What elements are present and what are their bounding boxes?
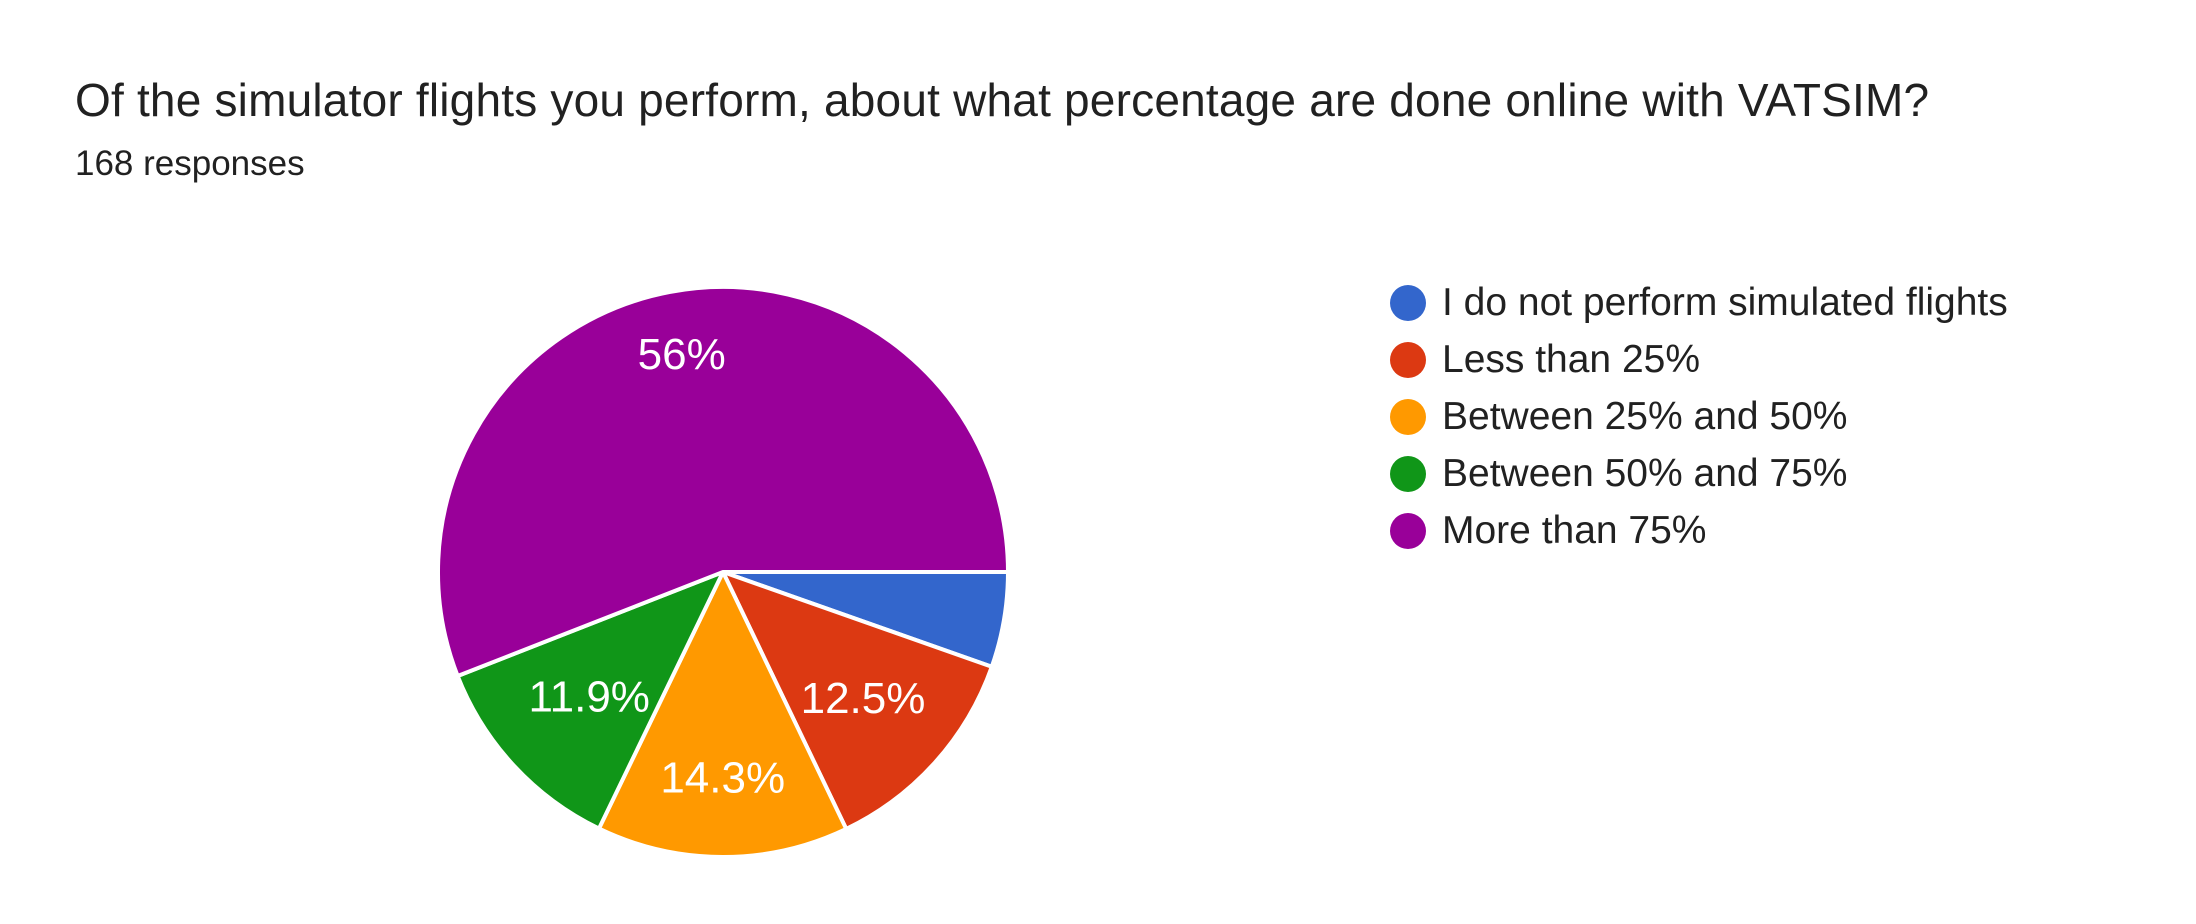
legend-item-label: Between 25% and 50% <box>1442 394 1848 438</box>
pie-slice-2[interactable] <box>721 570 994 831</box>
pie-slice-5[interactable] <box>436 284 1010 678</box>
legend-color-dot-icon <box>1390 512 1426 549</box>
legend-color-dot-icon <box>1390 341 1426 378</box>
slice-percentage-label-2: 12.5% <box>801 674 926 723</box>
slice-percentage-label-5: 56% <box>638 330 726 379</box>
slice-percentage-label-3: 14.3% <box>660 754 785 803</box>
legend-item-label: Less than 25% <box>1442 337 1701 381</box>
pie-slice-3[interactable] <box>596 570 849 859</box>
legend-item-label: More than 75% <box>1442 508 1707 552</box>
pie-slice-4[interactable] <box>455 570 725 831</box>
legend-color-dot-icon <box>1390 398 1426 435</box>
legend-item: I do not perform simulated flights <box>1390 274 2008 331</box>
chart-title: Of the simulator flights you perform, ab… <box>75 74 1930 126</box>
legend-color-dot-icon <box>1390 284 1426 321</box>
slice-percentage-label-4: 11.9% <box>528 672 650 721</box>
legend-item: More than 75% <box>1390 502 2008 559</box>
legend-item-label: I do not perform simulated flights <box>1442 280 2008 324</box>
response-count: 168 responses <box>75 144 305 183</box>
legend-item: Between 25% and 50% <box>1390 388 2008 445</box>
legend-item: Less than 25% <box>1390 331 2008 388</box>
legend: I do not perform simulated flights Less … <box>1390 274 2008 559</box>
legend-color-dot-icon <box>1390 455 1426 492</box>
legend-item: Between 50% and 75% <box>1390 445 2008 502</box>
legend-item-label: Between 50% and 75% <box>1442 451 1848 495</box>
